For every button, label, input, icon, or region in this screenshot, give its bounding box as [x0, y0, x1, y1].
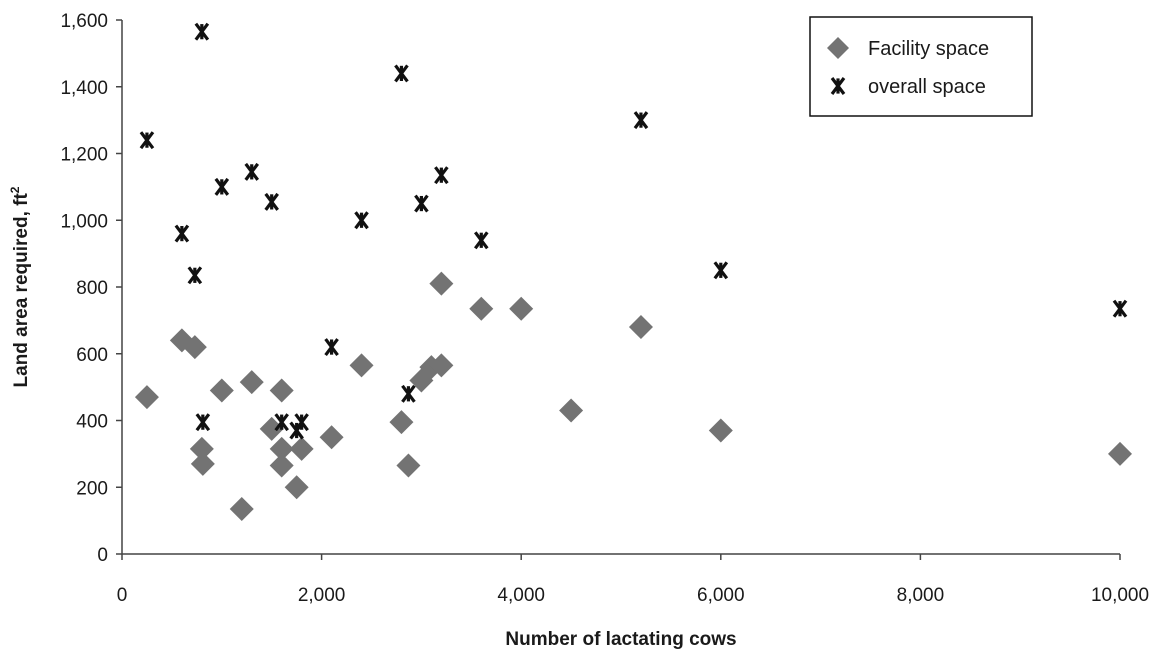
y-tick-label: 0 — [97, 545, 108, 566]
x-tick-label: 10,000 — [1091, 585, 1149, 606]
data-point — [195, 413, 211, 432]
data-point — [509, 296, 534, 321]
data-point — [324, 338, 339, 357]
data-point — [559, 398, 584, 423]
data-point — [429, 353, 454, 378]
legend-entry: overall space — [830, 76, 986, 98]
data-point — [194, 22, 210, 41]
data-point — [401, 384, 416, 403]
x-axis-title: Number of lactating cows — [505, 629, 736, 650]
x-tick-label: 0 — [117, 585, 128, 606]
legend: Facility space overall space — [809, 16, 1033, 117]
data-point — [294, 413, 309, 432]
data-point — [187, 266, 203, 285]
legend-entries: Facility space overall space — [827, 37, 989, 98]
data-point — [429, 271, 454, 296]
data-point — [139, 131, 155, 150]
data-point — [209, 378, 234, 403]
data-point — [708, 418, 733, 443]
legend-marker — [827, 37, 849, 59]
legend-marker — [830, 77, 846, 95]
data-point — [189, 436, 214, 461]
y-tick-label: 400 — [76, 412, 108, 433]
data-point — [713, 261, 729, 280]
data-point — [473, 231, 489, 250]
legend-label: overall space — [868, 76, 986, 98]
data-point — [396, 453, 421, 478]
data-point — [214, 177, 230, 196]
x-tick-label: 2,000 — [298, 585, 346, 606]
data-point — [414, 194, 429, 213]
y-ticks: 0 200 400 600 800 1,000 1,200 1,400 1,600 — [60, 11, 122, 566]
series-facility-space — [134, 271, 1132, 521]
data-point — [259, 416, 284, 441]
data-point — [239, 370, 264, 395]
data-point — [244, 162, 260, 181]
x-tick-label: 4,000 — [497, 585, 545, 606]
data-point — [1108, 441, 1132, 466]
x-tick-label: 8,000 — [897, 585, 945, 606]
y-tick-label: 200 — [76, 478, 108, 499]
x-tick-label: 6,000 — [697, 585, 745, 606]
y-tick-label: 800 — [76, 278, 108, 299]
y-tick-label: 1,000 — [60, 211, 108, 232]
data-point — [289, 436, 314, 461]
data-point — [274, 413, 289, 432]
data-point — [354, 211, 369, 230]
data-point — [269, 436, 294, 461]
data-point — [628, 315, 653, 340]
data-point — [134, 385, 159, 410]
data-point — [264, 192, 279, 211]
data-point — [269, 378, 294, 403]
y-tick-label: 1,200 — [60, 145, 108, 166]
data-point — [389, 410, 414, 435]
axes: 0 200 400 600 800 1,000 1,200 1,400 1,600 0 2,000… — [60, 11, 1149, 606]
y-tick-label: 600 — [76, 345, 108, 366]
x-ticks: 0 2,000 4,000 6,000 8,000 10,000 — [117, 554, 1149, 606]
data-point — [394, 64, 409, 83]
data-point — [284, 475, 309, 500]
legend-label: Facility space — [868, 38, 989, 60]
data-point — [174, 224, 190, 243]
y-tick-label: 1,400 — [60, 78, 108, 99]
data-point — [319, 425, 344, 450]
data-point — [633, 111, 649, 130]
data-point — [349, 353, 374, 378]
data-point — [269, 453, 294, 478]
y-tick-label: 1,600 — [60, 11, 108, 32]
series-layer — [134, 22, 1132, 521]
data-point — [1112, 299, 1128, 318]
y-axis-title-text: Land area required, ft — [11, 193, 32, 388]
data-point — [190, 451, 215, 476]
data-point — [182, 335, 207, 360]
series-overall-space — [139, 22, 1128, 440]
data-point — [434, 166, 449, 185]
legend-box — [809, 16, 1033, 117]
data-point — [469, 296, 494, 321]
y-axis-title-superscript: 2 — [8, 186, 22, 193]
legend-entry: Facility space — [827, 37, 989, 60]
data-point — [229, 496, 254, 521]
y-axis-title: Land area required, ft2 — [8, 186, 32, 387]
